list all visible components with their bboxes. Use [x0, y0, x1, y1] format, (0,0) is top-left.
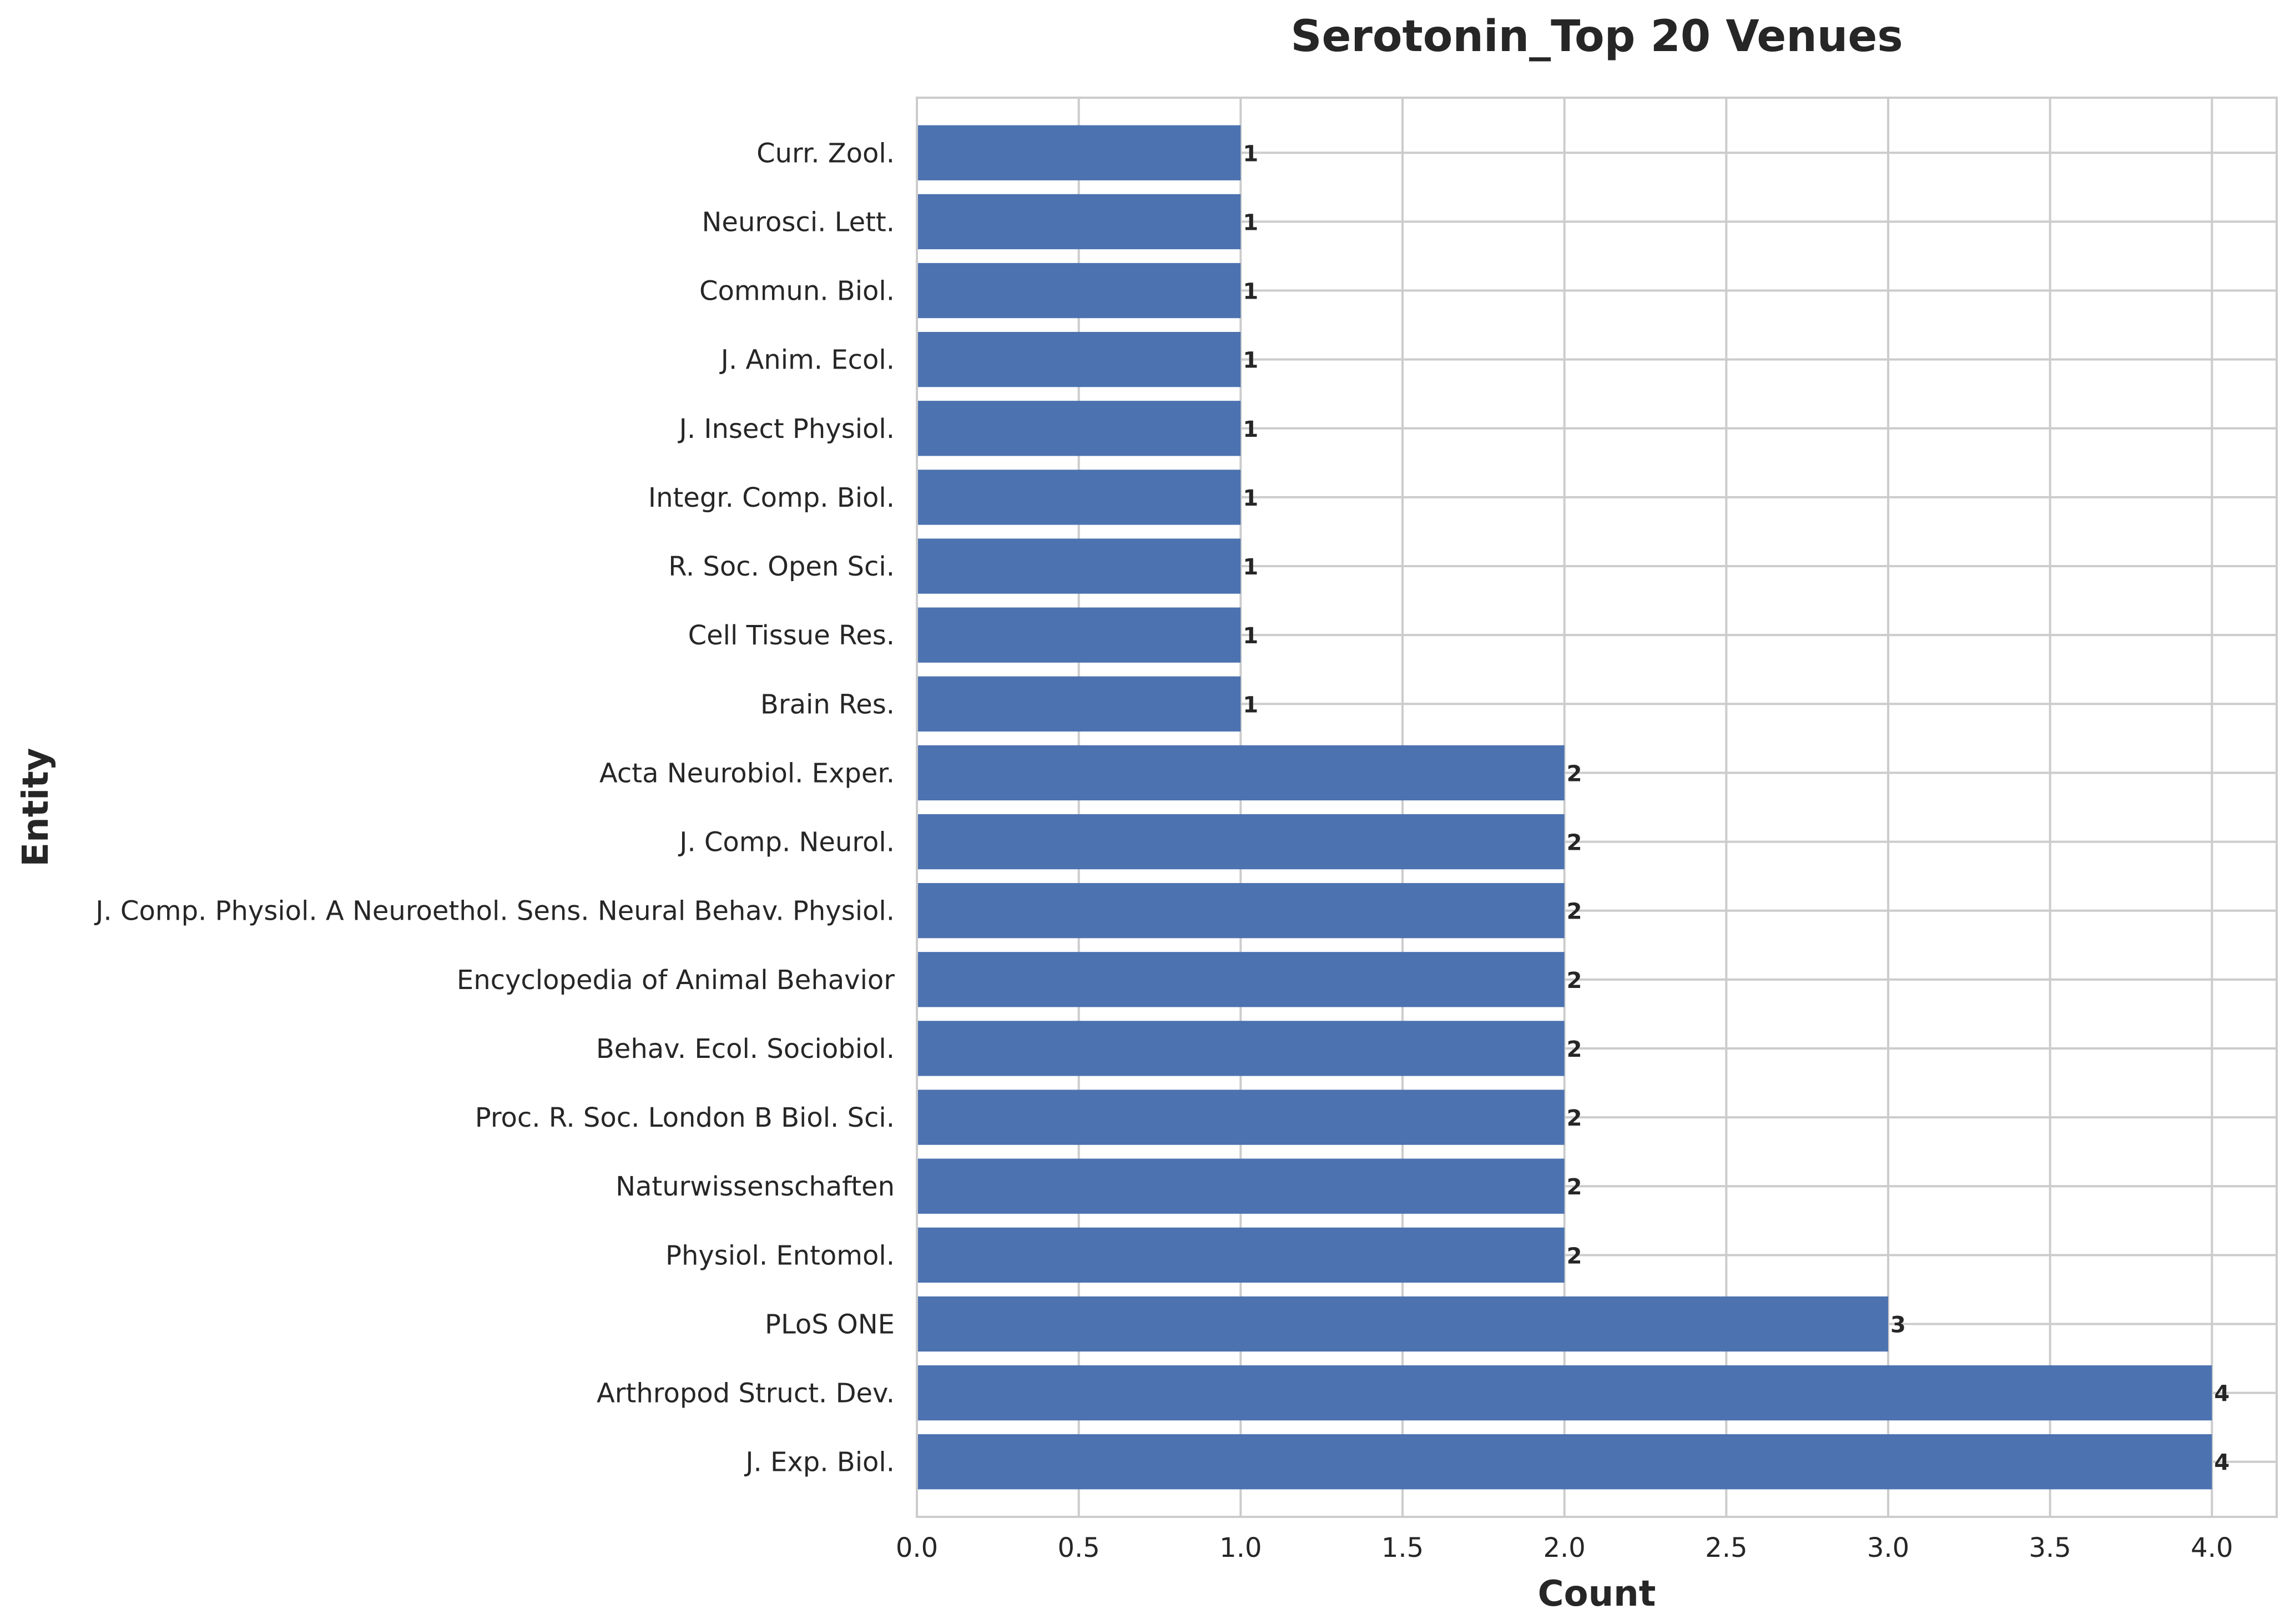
y-tick-label: Curr. Zool.	[756, 138, 895, 169]
bar	[917, 332, 1241, 387]
y-tick-label: Integr. Comp. Biol.	[648, 482, 895, 513]
x-tick-label: 4.0	[2191, 1532, 2233, 1564]
y-tick-label: J. Insect Physiol.	[678, 413, 895, 445]
bar	[917, 883, 1565, 939]
y-tick-label: Cell Tissue Res.	[688, 620, 895, 651]
x-tick-label: 2.5	[1705, 1532, 1747, 1564]
y-tick-label: J. Comp. Physiol. A Neuroethol. Sens. Ne…	[94, 896, 895, 927]
data-label: 1	[1243, 692, 1258, 718]
y-tick-label: Arthropod Struct. Dev.	[597, 1378, 895, 1409]
bar	[917, 1021, 1565, 1076]
x-tick-label: 1.5	[1381, 1532, 1424, 1564]
bar	[917, 401, 1241, 456]
y-axis-label: Entity	[16, 748, 57, 866]
bar	[917, 607, 1241, 663]
bar	[917, 1296, 1888, 1352]
y-tick-label: R. Soc. Open Sci.	[668, 551, 895, 582]
x-tick-label: 1.0	[1219, 1532, 1262, 1564]
bar	[917, 1434, 2212, 1490]
bar	[917, 1158, 1565, 1214]
data-label: 3	[1890, 1312, 1906, 1338]
data-label: 1	[1243, 417, 1258, 442]
data-label: 4	[2214, 1381, 2230, 1407]
data-label: 1	[1243, 554, 1258, 580]
y-tick-labels: J. Exp. Biol. Arthropod Struct. Dev. PLoS …	[94, 138, 895, 1477]
y-tick-label: Acta Neurobiol. Exper.	[599, 758, 895, 789]
y-tick-label: Physiol. Entomol.	[665, 1240, 895, 1271]
bar	[917, 1227, 1565, 1283]
y-tick-label: Proc. R. Soc. London B Biol. Sci.	[475, 1102, 895, 1133]
data-label: 2	[1567, 1174, 1582, 1200]
bar	[917, 194, 1241, 250]
x-axis-label: Count	[1538, 1573, 1656, 1615]
data-label: 4	[2214, 1450, 2230, 1476]
bar	[917, 1365, 2212, 1421]
y-tick-label: PLoS ONE	[765, 1309, 895, 1340]
chart-title: Serotonin_Top 20 Venues	[1290, 12, 1903, 62]
data-label: 2	[1567, 830, 1582, 856]
y-tick-label: J. Comp. Neurol.	[678, 827, 895, 858]
x-tick-label: 3.5	[2029, 1532, 2071, 1564]
bar	[917, 470, 1241, 525]
x-tick-label: 2.0	[1543, 1532, 1585, 1564]
y-tick-label: Naturwissenschaften	[616, 1171, 895, 1202]
data-label: 1	[1243, 623, 1258, 649]
y-tick-label: Behav. Ecol. Sociobiol.	[596, 1033, 895, 1065]
bars	[917, 125, 2212, 1490]
x-tick-label: 0.5	[1057, 1532, 1099, 1564]
y-tick-label: J. Exp. Biol.	[744, 1447, 895, 1478]
bar	[917, 676, 1241, 732]
y-tick-label: J. Anim. Ecol.	[719, 345, 895, 376]
data-label: 2	[1567, 1243, 1582, 1269]
data-label: 2	[1567, 968, 1582, 993]
data-label: 1	[1243, 141, 1258, 167]
plot-frame	[916, 97, 2278, 1518]
x-tick-label: 0.0	[896, 1532, 938, 1564]
bar	[917, 538, 1241, 594]
y-tick-label: Commun. Biol.	[699, 276, 895, 307]
bar	[917, 745, 1565, 801]
data-label: 2	[1567, 899, 1582, 925]
y-tick-label: Neurosci. Lett.	[702, 206, 895, 238]
data-label: 2	[1567, 1037, 1582, 1062]
data-labels: 4 4 3 2 2 2 2 2 2 2 2 1 1 1 1 1 1 1 1 1	[1243, 141, 2230, 1475]
x-tick-labels: 0.0 0.5 1.0 1.5 2.0 2.5 3.0 3.5 4.0	[896, 1532, 2233, 1564]
bar	[917, 263, 1241, 319]
data-label: 1	[1243, 486, 1258, 511]
data-label: 1	[1243, 279, 1258, 305]
y-tick-label: Brain Res.	[760, 689, 895, 720]
data-label: 2	[1567, 1106, 1582, 1131]
x-tick-label: 3.0	[1867, 1532, 1909, 1564]
y-tick-label: Encyclopedia of Animal Behavior	[457, 965, 895, 996]
bar	[917, 125, 1241, 180]
bar	[917, 952, 1565, 1007]
data-label: 1	[1243, 348, 1258, 374]
data-label: 2	[1567, 761, 1582, 786]
data-label: 1	[1243, 210, 1258, 235]
bar	[917, 814, 1565, 870]
bar	[917, 1090, 1565, 1145]
